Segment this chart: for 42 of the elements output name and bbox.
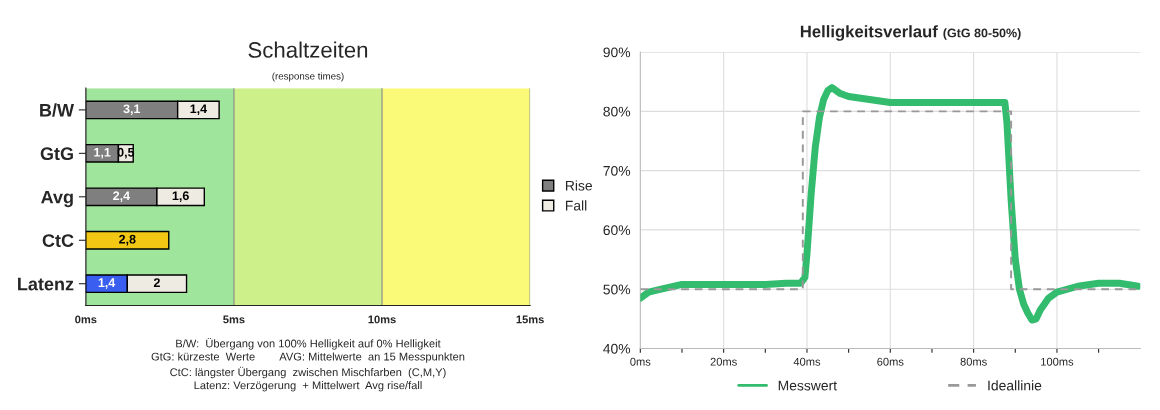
data-label: 1,1 (94, 147, 111, 159)
data-label: 3,1 (123, 104, 141, 116)
bar (85, 230, 170, 250)
y-tick-label: GtG (40, 147, 73, 161)
text: CtC: längster Übergang zwischen Mischfarben (C,M,Y) (170, 366, 446, 379)
y-tick-label: 70% (603, 165, 631, 176)
x-tick-label: 5ms (223, 315, 245, 324)
legend-label: Ideallinie (988, 380, 1042, 391)
x-tick-label: 0ms (630, 357, 651, 366)
y-tick-label: Avg (41, 190, 73, 208)
data-label: 2,4 (113, 191, 130, 202)
data-label: 2,8 (119, 234, 136, 246)
chart-subtitle: (GtG 80-50%) (943, 28, 1021, 40)
chart-subtitle: (response times) (272, 72, 344, 82)
data-label: 1,4 (98, 278, 116, 289)
text: GtG: kürzeste Werte AVG: Mittelwerte an 15 Messpunkten (151, 352, 465, 363)
y-tick-label: 60% (603, 225, 631, 236)
x-tick-label: 40ms (793, 357, 821, 366)
data-label: 1,6 (172, 191, 189, 202)
data-label: 1,4 (190, 104, 208, 116)
text: Latenz: Verzögerung + Mittelwert Avg rise/fall (194, 381, 422, 392)
legend-label: Fall (565, 200, 587, 211)
x-tick-label: 60ms (877, 357, 904, 366)
x-tick-label: 0ms (75, 315, 97, 324)
x-tick-label: 100ms (1041, 357, 1074, 366)
x-tick-label: 80ms (960, 357, 987, 366)
legend-label: Messwert (778, 380, 837, 391)
x-tick-label: 15ms (516, 315, 544, 324)
y-tick-label: B/W (40, 103, 75, 117)
legend-label: Rise (565, 180, 593, 191)
chart-title: Helligkeitsverlauf (800, 25, 938, 41)
y-tick-label: 80% (603, 106, 631, 117)
chart-title: Schaltzeiten (248, 41, 368, 58)
y-tick-label: 90% (603, 47, 631, 58)
y-tick-label: Latenz (18, 277, 74, 291)
y-tick-label: CtC (42, 234, 74, 247)
text: B/W: Übergang von 100% Helligkeit auf 0% Helligkeit (176, 338, 441, 350)
data-label: 2 (153, 278, 160, 287)
y-tick-label: 40% (603, 343, 631, 354)
y-tick-label: 50% (603, 284, 631, 295)
x-tick-label: 20ms (710, 357, 737, 366)
x-tick-label: 10ms (368, 315, 396, 324)
